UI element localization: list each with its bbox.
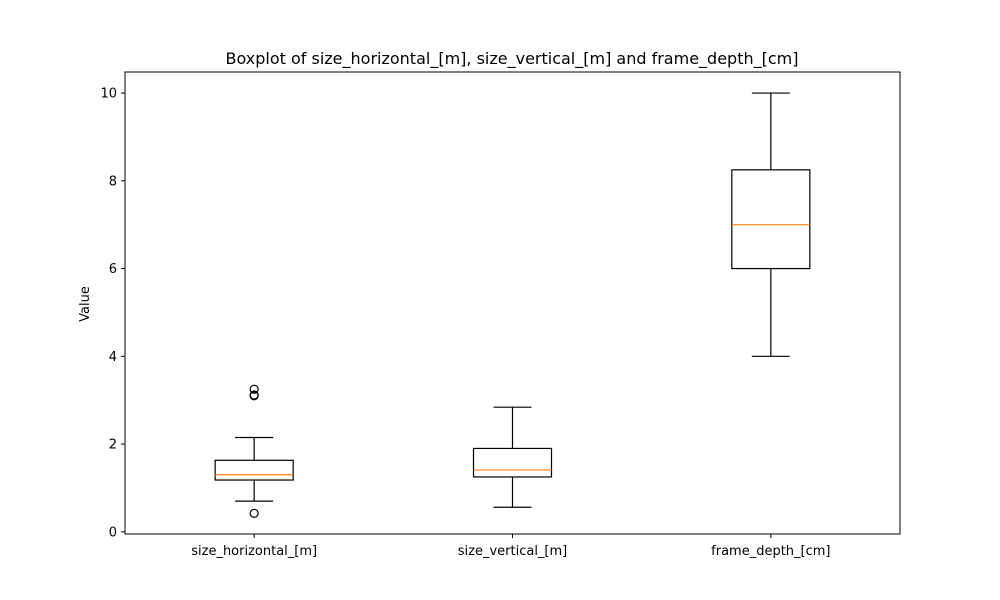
x-tick-label: frame_depth_[cm] (711, 544, 830, 559)
y-tick-label: 0 (109, 525, 117, 540)
y-tick-label: 8 (109, 174, 117, 189)
y-tick-label: 4 (109, 350, 117, 365)
iqr-box (731, 169, 811, 270)
box-group (731, 92, 811, 357)
y-tick-label: 2 (109, 438, 117, 453)
iqr-box (214, 459, 294, 481)
chart-title: Boxplot of size_horizontal_[m], size_ver… (226, 49, 799, 69)
outlier-point (249, 384, 259, 394)
x-tick-label: size_horizontal_[m] (191, 544, 317, 559)
outlier-point (249, 508, 259, 518)
x-tick-label: size_vertical_[m] (458, 544, 567, 559)
plot-area (214, 92, 811, 518)
y-tick-label: 6 (109, 262, 117, 277)
iqr-box (472, 447, 553, 478)
outlier-point (249, 390, 259, 400)
box-group (472, 406, 553, 508)
box-group (214, 384, 294, 518)
y-axis-label: Value (78, 286, 93, 322)
y-tick-label: 10 (100, 87, 117, 102)
